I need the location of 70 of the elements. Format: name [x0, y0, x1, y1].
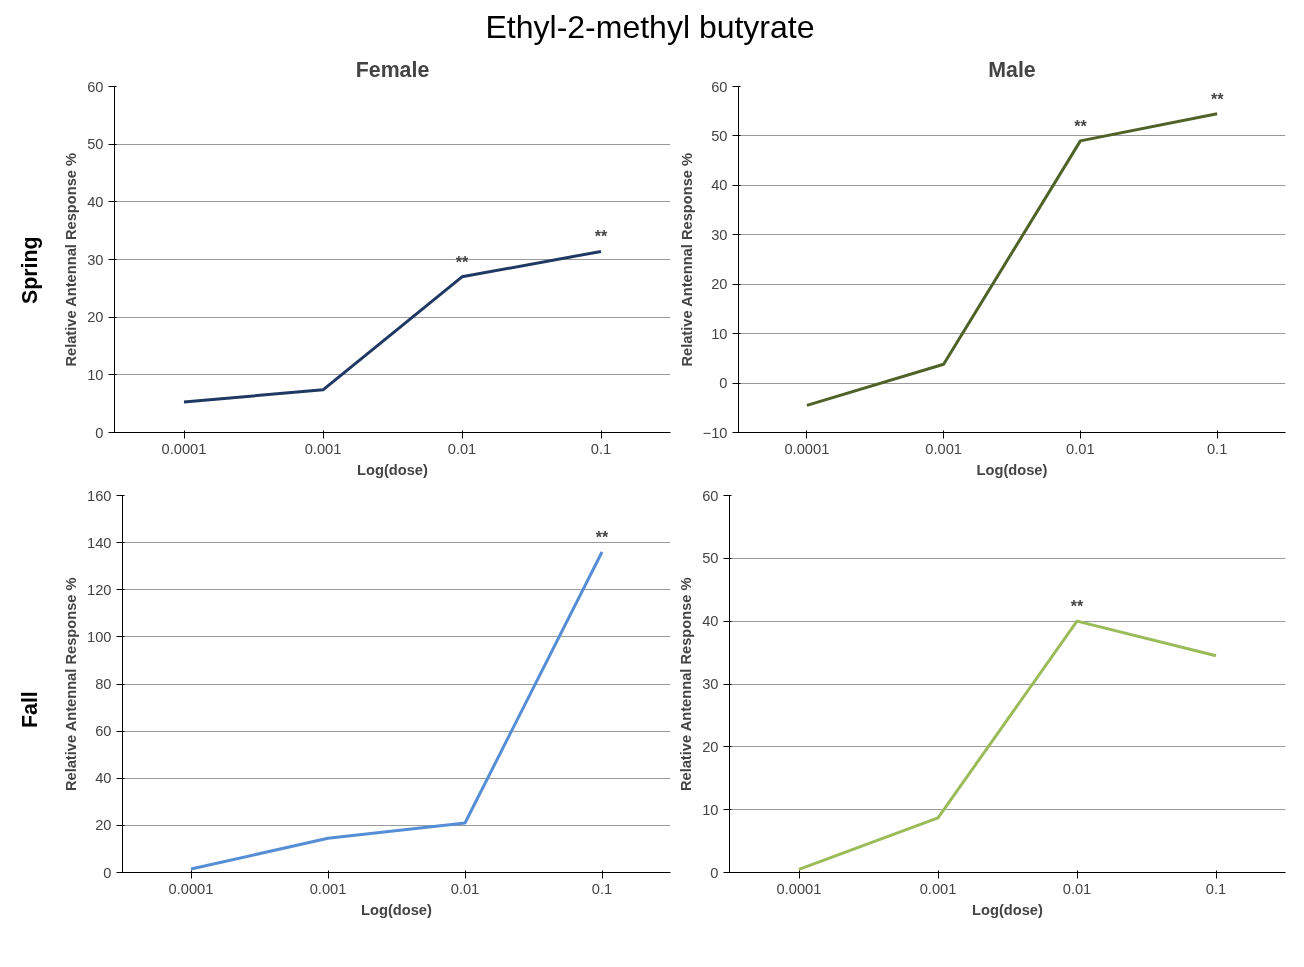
x-tick-label: 0.01: [450, 880, 480, 897]
y-tick-label: −10: [702, 424, 728, 441]
x-axis-title: Log(dose): [361, 901, 433, 918]
x-tick-label: 0.001: [919, 880, 957, 897]
y-tick-label: 40: [711, 177, 728, 194]
x-tick-label: 0.01: [447, 440, 477, 457]
text: Spring: [16, 236, 43, 304]
line-series: [797, 619, 1218, 871]
y-tick-label: 10: [702, 801, 719, 818]
y-tick-label: 50: [711, 127, 728, 144]
y-tick-label: 120: [87, 581, 112, 598]
line-series: [189, 550, 604, 871]
y-tick-label: 40: [95, 770, 112, 787]
x-tick-label: 0.0001: [161, 440, 207, 457]
y-axis-title: Relative Antennal Response %: [63, 577, 80, 792]
x-tick-label: 0.01: [1066, 440, 1095, 457]
chart-subtitle: Male: [988, 57, 1036, 82]
x-tick-label: 0.01: [1062, 880, 1092, 897]
annotation: **: [455, 253, 469, 271]
x-tick-label: 0.001: [309, 880, 347, 897]
x-tick-label: 0.1: [590, 440, 612, 457]
y-tick-label: 20: [87, 309, 104, 326]
x-tick-label: 0.1: [1206, 440, 1228, 457]
x-axis-title: Log(dose): [357, 461, 429, 478]
annotation: **: [1074, 117, 1088, 135]
y-axis-title: Relative Antennal Response %: [678, 152, 695, 367]
y-tick-label: 30: [702, 676, 719, 692]
y-tick-label: 50: [702, 550, 719, 567]
x-tick-label: 0.0001: [168, 880, 214, 897]
y-tick-label: 40: [87, 193, 104, 210]
annotation: **: [1070, 598, 1084, 616]
y-tick-label: 60: [87, 78, 104, 95]
line-series: [805, 112, 1219, 407]
y-tick-label: 60: [711, 78, 728, 95]
y-tick-label: 20: [711, 276, 728, 293]
line-series: [182, 249, 603, 404]
y-tick-label: 0: [719, 375, 728, 392]
y-tick-label: 100: [87, 628, 112, 645]
annotation: **: [594, 228, 608, 246]
y-tick-label: 30: [87, 251, 104, 268]
y-tick-label: 10: [711, 325, 728, 342]
y-axis-title: Relative Antennal Response %: [63, 152, 80, 367]
x-axis-title: Log(dose): [976, 461, 1048, 478]
y-tick-label: 10: [87, 366, 104, 383]
y-tick-label: 160: [87, 487, 112, 504]
y-tick-label: 60: [702, 487, 719, 504]
x-tick-label: 0.0001: [776, 880, 822, 897]
x-tick-label: 0.1: [591, 880, 613, 897]
y-tick-label: 0: [710, 864, 719, 881]
y-tick-label: 30: [711, 226, 728, 243]
annotation: **: [595, 529, 609, 547]
y-tick-label: 20: [702, 738, 719, 755]
x-tick-label: 0.0001: [784, 440, 830, 457]
x-tick-label: 0.001: [304, 440, 342, 457]
x-tick-label: 0.1: [1205, 880, 1227, 897]
chart-title: Ethyl-2-methyl butyrate: [485, 8, 815, 47]
y-tick-label: 140: [87, 534, 112, 551]
x-axis-title: Log(dose): [972, 901, 1044, 918]
y-tick-label: 40: [702, 613, 719, 630]
y-tick-label: 20: [95, 817, 112, 834]
y-axis-title: Relative Antennal Response %: [678, 577, 695, 792]
y-tick-label: 50: [87, 136, 104, 153]
chart-subtitle: Female: [355, 57, 430, 82]
x-tick-label: 0.001: [925, 440, 962, 457]
y-tick-label: 0: [95, 424, 104, 441]
y-tick-label: 60: [95, 723, 112, 740]
y-tick-label: 80: [95, 676, 112, 692]
annotation: **: [1210, 90, 1225, 108]
text: Fall: [16, 691, 43, 729]
y-tick-label: 0: [103, 864, 112, 881]
